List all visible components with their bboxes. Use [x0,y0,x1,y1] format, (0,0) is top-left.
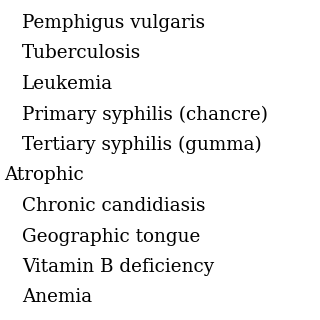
Text: Primary syphilis (chancre): Primary syphilis (chancre) [22,106,268,124]
Text: Geographic tongue: Geographic tongue [22,228,200,245]
Text: Leukemia: Leukemia [22,75,113,93]
Text: Pemphigus vulgaris: Pemphigus vulgaris [22,14,205,32]
Text: Vitamin B deficiency: Vitamin B deficiency [22,258,214,276]
Text: Atrophic: Atrophic [4,166,84,185]
Text: Chronic candidiasis: Chronic candidiasis [22,197,205,215]
Text: Tuberculosis: Tuberculosis [22,44,141,62]
Text: Tertiary syphilis (gumma): Tertiary syphilis (gumma) [22,136,262,154]
Text: Anemia: Anemia [22,289,92,307]
